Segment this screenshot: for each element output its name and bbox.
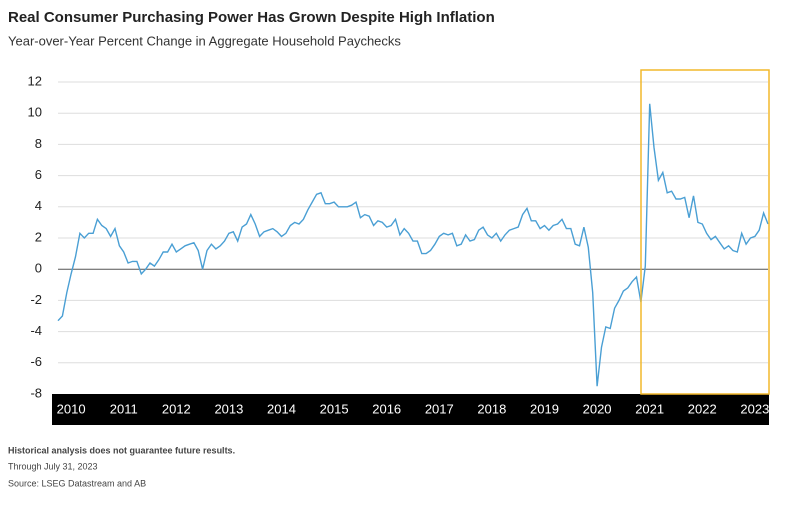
note: Source: LSEG Datastream and AB (8, 478, 146, 488)
x-tick-label: 2010 (57, 401, 86, 416)
x-tick-label: 2019 (530, 401, 559, 416)
x-tick-label: 2020 (583, 401, 612, 416)
chart-subtitle: Year-over-Year Percent Change in Aggrega… (8, 33, 401, 48)
x-tick-label: 2012 (162, 401, 191, 416)
y-tick-label: 6 (35, 167, 42, 182)
highlight-box (640, 69, 770, 395)
x-tick-label: 2023 (740, 401, 769, 416)
chart-title: Real Consumer Purchasing Power Has Grown… (8, 9, 495, 26)
y-tick-label: 2 (35, 229, 42, 244)
line (57, 103, 769, 387)
y-tick-label: 12 (28, 73, 42, 88)
x-tick-label: 2022 (688, 401, 717, 416)
x-tick-label: 2013 (214, 401, 243, 416)
x-tick-label: 2014 (267, 401, 296, 416)
y-tick-label: -8 (30, 385, 42, 400)
y-tick-label: -6 (30, 354, 42, 369)
x-tick-label: 2011 (110, 401, 138, 416)
x-tick-label: 2016 (372, 401, 401, 416)
note: Historical analysis does not guarantee f… (8, 445, 235, 455)
y-tick-label: -2 (30, 292, 42, 307)
y-tick-label: 4 (35, 198, 42, 213)
y-tick-label: -4 (30, 323, 42, 338)
x-tick-label: 2018 (477, 401, 506, 416)
x-axis-band (52, 394, 769, 425)
x-tick-label: 2015 (320, 401, 349, 416)
y-tick-label: 10 (28, 105, 42, 120)
x-tick-label: 2017 (425, 401, 454, 416)
y-tick-label: 8 (35, 136, 42, 151)
note: Through July 31, 2023 (8, 461, 98, 471)
y-tick-label: 0 (35, 261, 42, 276)
x-tick-label: 2021 (635, 401, 664, 416)
